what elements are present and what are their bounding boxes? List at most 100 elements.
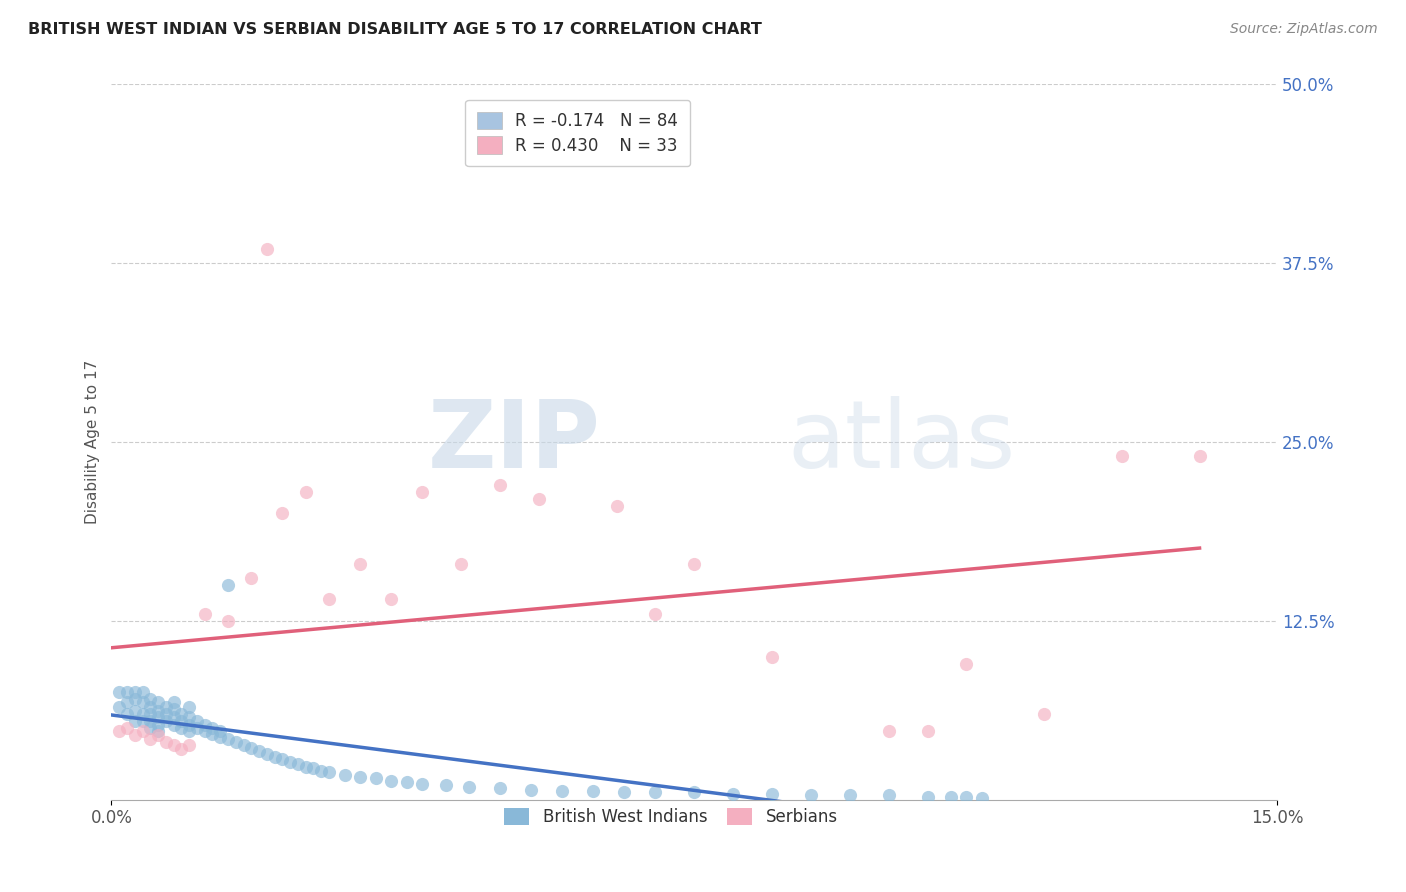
Point bbox=[240, 741, 263, 756]
Point bbox=[955, 657, 977, 671]
Point bbox=[333, 768, 356, 782]
Point bbox=[124, 704, 146, 718]
Point bbox=[247, 744, 270, 758]
Point bbox=[124, 685, 146, 699]
Point bbox=[194, 723, 217, 738]
Point bbox=[287, 756, 309, 771]
Point bbox=[551, 784, 574, 798]
Text: ZIP: ZIP bbox=[429, 396, 602, 488]
Point bbox=[155, 735, 177, 749]
Point bbox=[644, 785, 666, 799]
Point bbox=[877, 723, 900, 738]
Text: Source: ZipAtlas.com: Source: ZipAtlas.com bbox=[1230, 22, 1378, 37]
Point bbox=[201, 727, 224, 741]
Point bbox=[146, 728, 169, 742]
Point bbox=[179, 723, 201, 738]
Point bbox=[115, 706, 138, 721]
Point bbox=[139, 699, 162, 714]
Point bbox=[278, 756, 301, 770]
Point bbox=[721, 787, 744, 801]
Point bbox=[271, 752, 294, 766]
Point bbox=[683, 785, 706, 799]
Point bbox=[970, 791, 993, 805]
Point bbox=[131, 685, 153, 699]
Point bbox=[124, 714, 146, 728]
Point bbox=[318, 592, 340, 607]
Point bbox=[108, 723, 131, 738]
Point bbox=[170, 714, 193, 728]
Point bbox=[349, 770, 371, 784]
Point bbox=[240, 571, 263, 585]
Point bbox=[527, 492, 550, 507]
Point bbox=[162, 702, 184, 716]
Point bbox=[209, 723, 232, 738]
Point bbox=[131, 695, 153, 709]
Point bbox=[761, 649, 783, 664]
Point bbox=[179, 718, 201, 732]
Point bbox=[217, 578, 239, 592]
Point bbox=[294, 759, 316, 773]
Point bbox=[108, 685, 131, 699]
Point bbox=[124, 728, 146, 742]
Point bbox=[349, 557, 371, 571]
Point bbox=[146, 709, 169, 723]
Point bbox=[489, 478, 512, 492]
Point bbox=[179, 709, 201, 723]
Point bbox=[186, 721, 208, 735]
Point bbox=[162, 709, 184, 723]
Point bbox=[155, 714, 177, 728]
Point bbox=[800, 789, 823, 803]
Point bbox=[683, 557, 706, 571]
Point bbox=[225, 735, 247, 749]
Point bbox=[917, 723, 939, 738]
Point bbox=[380, 592, 402, 607]
Point bbox=[201, 721, 224, 735]
Text: atlas: atlas bbox=[787, 396, 1017, 488]
Point bbox=[606, 500, 628, 514]
Point bbox=[1111, 450, 1133, 464]
Point bbox=[179, 738, 201, 752]
Point bbox=[186, 714, 208, 728]
Point bbox=[256, 747, 278, 761]
Point bbox=[146, 704, 169, 718]
Point bbox=[309, 764, 332, 778]
Point bbox=[139, 714, 162, 728]
Point bbox=[318, 765, 340, 780]
Point bbox=[877, 789, 900, 803]
Point bbox=[194, 607, 217, 621]
Point bbox=[217, 614, 239, 628]
Point bbox=[155, 699, 177, 714]
Point bbox=[194, 718, 217, 732]
Point bbox=[294, 485, 316, 500]
Point bbox=[179, 699, 201, 714]
Point bbox=[131, 714, 153, 728]
Point bbox=[489, 780, 512, 795]
Point bbox=[209, 730, 232, 744]
Point bbox=[939, 789, 962, 804]
Point bbox=[613, 785, 636, 799]
Point bbox=[917, 789, 939, 804]
Point bbox=[380, 773, 402, 788]
Point bbox=[232, 738, 254, 752]
Point bbox=[146, 695, 169, 709]
Point bbox=[139, 721, 162, 735]
Text: BRITISH WEST INDIAN VS SERBIAN DISABILITY AGE 5 TO 17 CORRELATION CHART: BRITISH WEST INDIAN VS SERBIAN DISABILIT… bbox=[28, 22, 762, 37]
Point bbox=[411, 777, 433, 791]
Y-axis label: Disability Age 5 to 17: Disability Age 5 to 17 bbox=[86, 359, 100, 524]
Point bbox=[162, 695, 184, 709]
Point bbox=[434, 778, 457, 792]
Point bbox=[115, 721, 138, 735]
Point bbox=[139, 692, 162, 706]
Point bbox=[131, 706, 153, 721]
Point bbox=[162, 738, 184, 752]
Point bbox=[1188, 450, 1211, 464]
Point bbox=[761, 787, 783, 801]
Point bbox=[139, 732, 162, 747]
Point bbox=[450, 557, 472, 571]
Point bbox=[582, 784, 605, 798]
Point bbox=[955, 789, 977, 804]
Point bbox=[115, 695, 138, 709]
Legend: British West Indians, Serbians: British West Indians, Serbians bbox=[496, 799, 846, 834]
Point bbox=[139, 706, 162, 721]
Point bbox=[146, 718, 169, 732]
